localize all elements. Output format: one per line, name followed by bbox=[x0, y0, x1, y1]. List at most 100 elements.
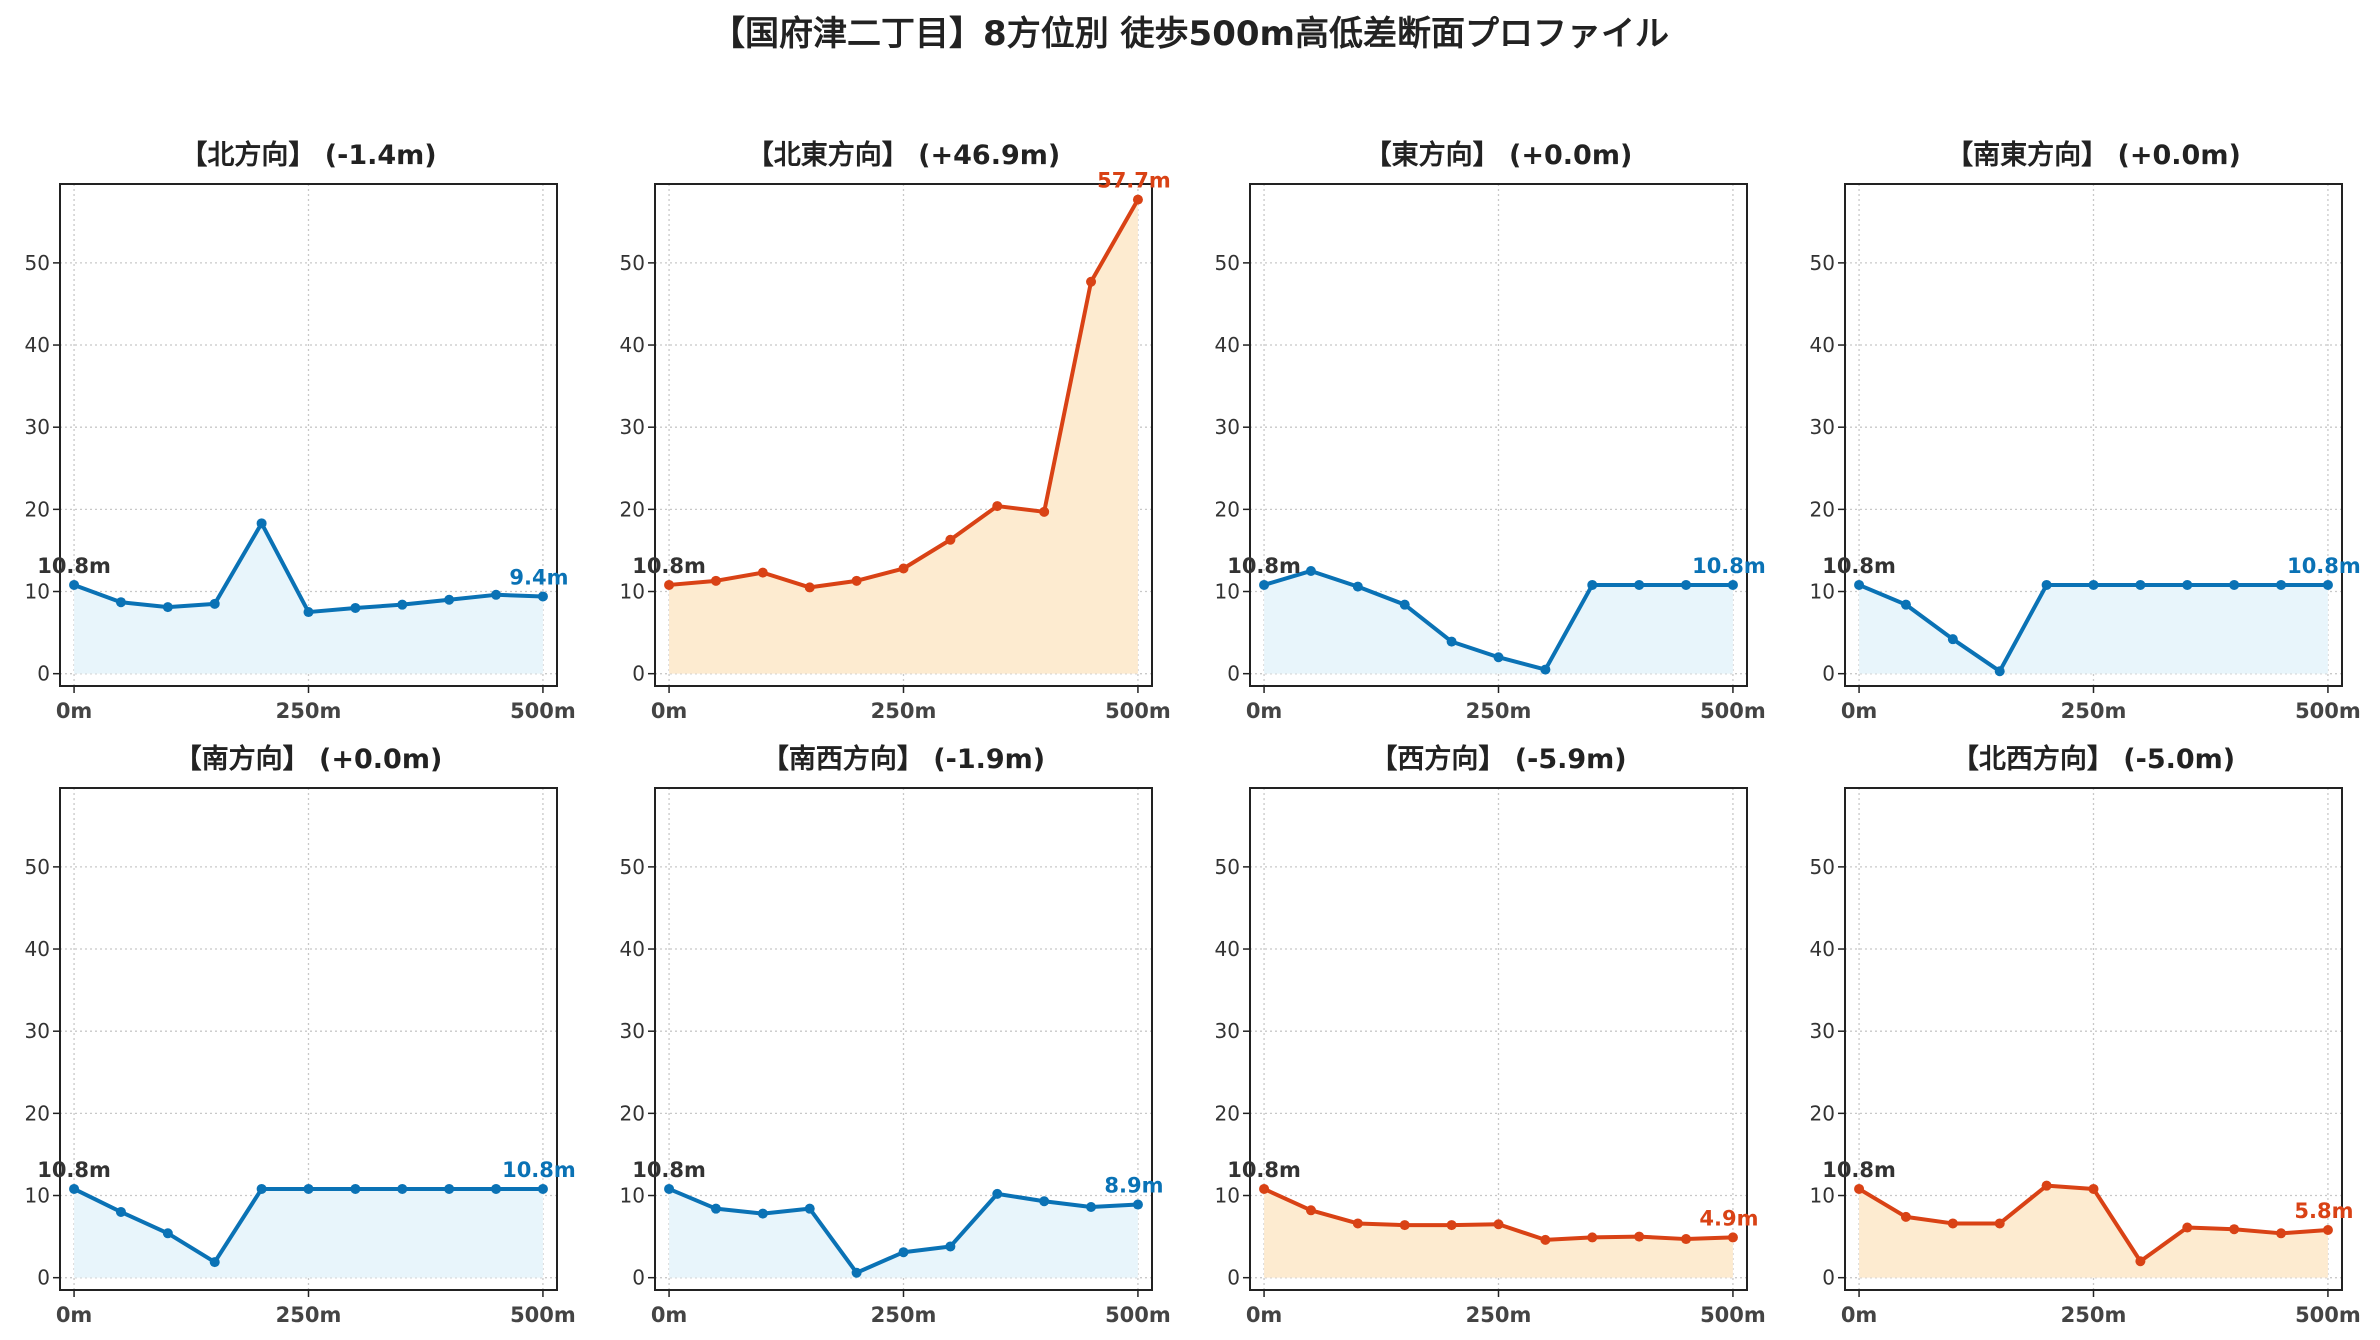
x-tick-label: 0m bbox=[1246, 1303, 1283, 1327]
x-tick-label: 250m bbox=[2061, 699, 2127, 723]
data-point bbox=[350, 1183, 361, 1194]
data-point bbox=[2135, 579, 2146, 590]
data-point bbox=[491, 1183, 502, 1194]
data-point bbox=[1587, 579, 1598, 590]
profile-fill bbox=[669, 199, 1138, 674]
data-point bbox=[256, 1183, 267, 1194]
data-point bbox=[1039, 506, 1050, 517]
data-point bbox=[1352, 581, 1363, 592]
data-point bbox=[898, 563, 909, 574]
data-point bbox=[444, 1183, 455, 1194]
data-point bbox=[757, 567, 768, 578]
subplot-title: 【北西方向】 (-5.0m) bbox=[1952, 743, 2235, 775]
data-point bbox=[1399, 1220, 1410, 1231]
y-tick-label: 10 bbox=[1810, 1184, 1835, 1208]
subplot-title: 【南方向】 (+0.0m) bbox=[175, 743, 443, 775]
y-tick-label: 40 bbox=[1215, 937, 1240, 961]
x-tick-label: 500m bbox=[1700, 1303, 1766, 1327]
data-point bbox=[115, 1206, 126, 1217]
data-point bbox=[804, 1203, 815, 1214]
y-tick-label: 30 bbox=[25, 415, 50, 439]
y-tick-label: 50 bbox=[620, 251, 645, 275]
y-tick-label: 40 bbox=[1215, 333, 1240, 357]
x-tick-label: 250m bbox=[276, 1303, 342, 1327]
data-point bbox=[303, 1183, 314, 1194]
x-tick-label: 0m bbox=[1841, 1303, 1878, 1327]
y-tick-label: 10 bbox=[1215, 1184, 1240, 1208]
y-tick-label: 30 bbox=[1215, 415, 1240, 439]
y-tick-label: 30 bbox=[1810, 1019, 1835, 1043]
start-value-label: 10.8m bbox=[632, 554, 706, 578]
data-point bbox=[664, 1183, 675, 1194]
y-tick-label: 40 bbox=[1810, 937, 1835, 961]
data-point bbox=[1132, 194, 1143, 205]
data-point bbox=[209, 1257, 220, 1268]
y-tick-label: 20 bbox=[620, 497, 645, 521]
data-point bbox=[537, 591, 548, 602]
data-point bbox=[1086, 1202, 1097, 1213]
end-value-label: 10.8m bbox=[502, 1158, 576, 1182]
data-point bbox=[1446, 636, 1457, 647]
profile-fill bbox=[74, 523, 543, 674]
y-tick-label: 50 bbox=[25, 251, 50, 275]
y-tick-label: 20 bbox=[1215, 1101, 1240, 1125]
y-tick-label: 0 bbox=[632, 1266, 645, 1290]
y-tick-label: 0 bbox=[632, 662, 645, 686]
data-point bbox=[1352, 1218, 1363, 1229]
y-tick-label: 20 bbox=[1215, 497, 1240, 521]
y-tick-label: 50 bbox=[1215, 251, 1240, 275]
data-point bbox=[2088, 1183, 2099, 1194]
end-value-label: 10.8m bbox=[1692, 554, 1766, 578]
end-value-label: 4.9m bbox=[1699, 1206, 1758, 1230]
data-point bbox=[69, 579, 80, 590]
end-value-label: 5.8m bbox=[2294, 1199, 2353, 1223]
data-point bbox=[350, 602, 361, 613]
y-tick-label: 20 bbox=[1810, 1101, 1835, 1125]
x-tick-label: 500m bbox=[510, 699, 576, 723]
data-point bbox=[710, 575, 721, 586]
x-tick-label: 250m bbox=[871, 1303, 937, 1327]
data-point bbox=[397, 1183, 408, 1194]
data-point bbox=[1727, 579, 1738, 590]
data-point bbox=[992, 1188, 1003, 1199]
data-point bbox=[757, 1208, 768, 1219]
data-point bbox=[2041, 579, 2052, 590]
profile-fill bbox=[1859, 584, 2328, 674]
data-point bbox=[256, 518, 267, 529]
x-tick-label: 500m bbox=[1105, 699, 1171, 723]
data-point bbox=[69, 1183, 80, 1194]
data-point bbox=[2182, 579, 2193, 590]
subplot-title: 【西方向】 (-5.9m) bbox=[1370, 743, 1626, 775]
x-tick-label: 250m bbox=[1466, 699, 1532, 723]
x-tick-label: 500m bbox=[2295, 1303, 2361, 1327]
subplot-title: 【北方向】 (-1.4m) bbox=[180, 139, 436, 171]
data-point bbox=[2135, 1256, 2146, 1267]
start-value-label: 10.8m bbox=[1822, 554, 1896, 578]
x-tick-label: 0m bbox=[1841, 699, 1878, 723]
data-point bbox=[1086, 276, 1097, 287]
data-point bbox=[1634, 579, 1645, 590]
y-tick-label: 0 bbox=[1822, 662, 1835, 686]
subplot-title: 【南西方向】 (-1.9m) bbox=[762, 743, 1045, 775]
y-tick-label: 20 bbox=[25, 497, 50, 521]
start-value-label: 10.8m bbox=[1227, 554, 1301, 578]
data-point bbox=[209, 598, 220, 609]
y-tick-label: 50 bbox=[1810, 855, 1835, 879]
y-tick-label: 10 bbox=[25, 1184, 50, 1208]
end-value-label: 8.9m bbox=[1104, 1174, 1163, 1198]
data-point bbox=[851, 1267, 862, 1278]
data-point bbox=[1947, 634, 1958, 645]
data-point bbox=[1399, 599, 1410, 610]
y-tick-label: 0 bbox=[1822, 1266, 1835, 1290]
end-value-label: 9.4m bbox=[509, 565, 568, 589]
x-tick-label: 250m bbox=[871, 699, 937, 723]
data-point bbox=[1634, 1231, 1645, 1242]
y-tick-label: 40 bbox=[25, 333, 50, 357]
data-point bbox=[2088, 579, 2099, 590]
data-point bbox=[1947, 1218, 1958, 1229]
